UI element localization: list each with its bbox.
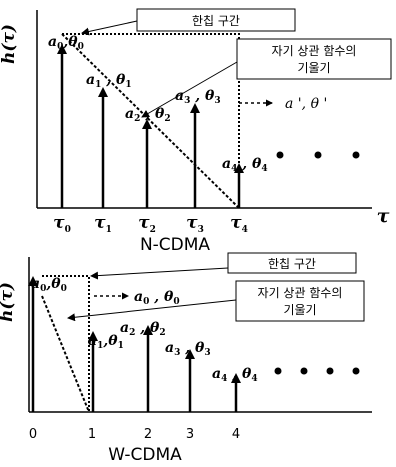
bottom-impulse-label-1: a1,θ1 bbox=[88, 333, 124, 351]
bottom-tick-3: 3 bbox=[186, 427, 194, 442]
bottom-impulse-arrows bbox=[28, 276, 241, 412]
top-callout-slope-box bbox=[236, 38, 392, 80]
top-caption: N-CDMA bbox=[140, 235, 210, 255]
top-impulse-label-2: a2 , θ2 bbox=[125, 106, 171, 124]
top-tick-3: τ3 bbox=[186, 213, 204, 235]
top-impulse-labels: a0,θ0 a1 , θ1 a2 , θ2 a3 , θ3 a4 , θ4 bbox=[48, 34, 268, 174]
bottom-impulse-label-2: a2 , θ2 bbox=[120, 320, 166, 338]
top-impulse-label-0: a0,θ0 bbox=[48, 34, 84, 52]
bottom-callout-slope-line2: 기울기 bbox=[283, 303, 316, 317]
bottom-tick-4: 4 bbox=[232, 427, 240, 442]
top-impulse-label-1: a1 , θ1 bbox=[86, 72, 132, 90]
bottom-impulse-label-0: a0,θ0 bbox=[31, 276, 67, 294]
bottom-tick-labels: 0 1 2 3 4 bbox=[29, 427, 240, 442]
top-impulse-label-3: a3 , θ3 bbox=[175, 88, 221, 106]
top-tick-2: τ2 bbox=[138, 213, 156, 235]
top-tick-4: τ4 bbox=[230, 213, 248, 235]
bottom-tick-0: 0 bbox=[29, 427, 37, 442]
bottom-y-axis-label: h(τ) bbox=[0, 282, 17, 322]
bottom-legend-label: a0 , θ0 bbox=[134, 289, 180, 307]
bottom-callout-slope-box bbox=[235, 280, 365, 322]
top-callout-overlap-arrow bbox=[81, 20, 138, 36]
bottom-impulse-label-3: a3 , θ3 bbox=[165, 340, 211, 358]
top-panel: h(τ) τ a0,θ0 a1 , θ1 a2 , θ2 a3 , θ3 a4 … bbox=[0, 8, 392, 255]
bottom-impulse-labels: a0,θ0 a1,θ1 a2 , θ2 a3 , θ3 a4 , θ4 bbox=[31, 276, 258, 384]
bottom-slope-dotted-line bbox=[41, 295, 90, 413]
top-tick-0: τ0 bbox=[53, 213, 71, 235]
bottom-callout-overlap-arrow bbox=[90, 267, 229, 280]
top-legend-label: a ', θ ' bbox=[285, 96, 327, 112]
bottom-impulse-label-4: a4 , θ4 bbox=[212, 366, 258, 384]
top-callout-slope-line1: 자기 상관 함수의 bbox=[272, 44, 357, 58]
bottom-callout-overlap-box bbox=[227, 252, 357, 274]
bottom-callout-overlap-text: 한칩 구간 bbox=[268, 257, 316, 271]
top-tick-labels: τ0 τ1 τ2 τ3 τ4 bbox=[53, 213, 248, 235]
top-callout-slope-line2: 기울기 bbox=[297, 61, 330, 75]
top-overlap-dotted-box bbox=[62, 33, 240, 208]
top-tick-1: τ1 bbox=[94, 213, 112, 235]
top-impulse-label-4: a4 , θ4 bbox=[222, 156, 268, 174]
top-slope-dotted-line bbox=[61, 33, 240, 209]
bottom-overlap-dotted-box bbox=[62, 275, 90, 412]
top-impulse-arrows bbox=[57, 44, 244, 208]
bottom-callout-slope-line1: 자기 상관 함수의 bbox=[258, 286, 343, 300]
top-callout-slope-arrow bbox=[141, 61, 238, 118]
bottom-tick-2: 2 bbox=[144, 427, 152, 442]
top-callout-overlap-box bbox=[136, 8, 296, 32]
bottom-tick-1: 1 bbox=[88, 427, 96, 442]
top-y-axis-label: h(τ) bbox=[0, 24, 19, 64]
bottom-panel: h(τ) a0,θ0 a1,θ1 a2 , θ2 a3 , θ3 a4 , θ4 bbox=[0, 252, 372, 465]
top-continuation-dots bbox=[276, 151, 360, 159]
top-x-axis-label: τ bbox=[377, 205, 390, 227]
bottom-caption: W-CDMA bbox=[108, 445, 182, 465]
top-callout-overlap-text: 한칩 구간 bbox=[192, 14, 240, 28]
bottom-continuation-dots bbox=[274, 367, 360, 375]
bottom-callout-slope-arrow bbox=[67, 299, 237, 322]
